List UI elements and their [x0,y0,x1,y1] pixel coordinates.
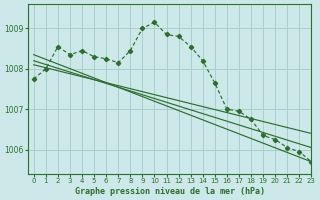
X-axis label: Graphe pression niveau de la mer (hPa): Graphe pression niveau de la mer (hPa) [75,187,265,196]
